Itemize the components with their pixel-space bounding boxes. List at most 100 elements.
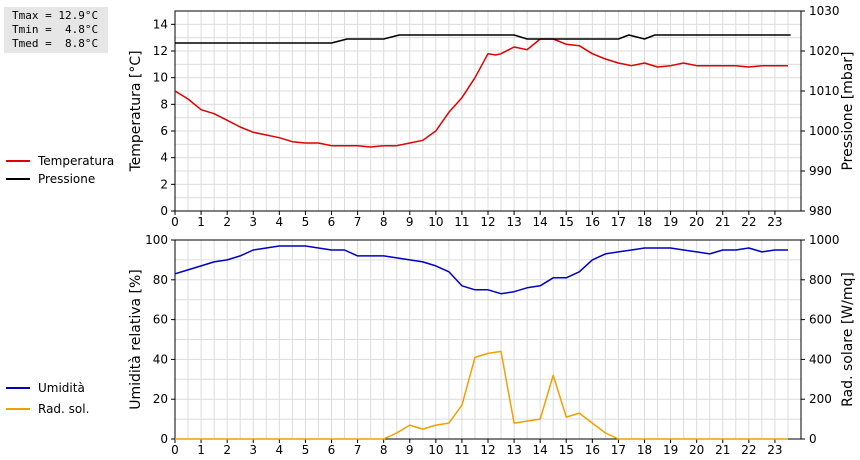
y-axis-title-right: Rad. solare [W/mq] <box>840 272 856 407</box>
y-tick-label-left: 12 <box>153 44 168 58</box>
x-tick-label: 11 <box>454 215 469 229</box>
stats-box: Tmax = 12.9°C Tmin = 4.8°C Tmed = 8.8°C <box>4 7 108 53</box>
y-tick-label-right: 1010 <box>809 84 840 98</box>
y-tick-label-right: 1000 <box>809 233 840 247</box>
x-tick-label: 5 <box>302 443 310 457</box>
y-tick-label-left: 60 <box>153 313 168 327</box>
series-line-umidit <box>174 245 788 295</box>
x-tick-label: 23 <box>767 443 782 457</box>
y-tick-label-left: 8 <box>160 97 168 111</box>
y-tick-label-left: 40 <box>153 352 168 366</box>
x-tick-label: 11 <box>454 443 469 457</box>
y-tick-label-right: 400 <box>809 352 832 366</box>
y-axis-title-left: Temperatura [°C] <box>128 50 144 172</box>
legend-item-umidita: Umidità <box>6 381 85 395</box>
x-tick-label: 3 <box>249 443 257 457</box>
y-tick-label-right: 600 <box>809 313 832 327</box>
x-tick-label: 8 <box>380 215 388 229</box>
legend-item-radsol: Rad. sol. <box>6 402 89 416</box>
y-tick-label-left: 20 <box>153 392 168 406</box>
x-tick-label: 1 <box>197 215 205 229</box>
legend-label-radsol: Rad. sol. <box>38 402 90 416</box>
y-tick-label-right: 980 <box>809 204 832 218</box>
y-tick-label-left: 2 <box>160 177 168 191</box>
x-tick-label: 16 <box>585 215 600 229</box>
x-tick-label: 2 <box>223 443 231 457</box>
x-tick-label: 2 <box>223 215 231 229</box>
y-tick-label-left: 4 <box>160 151 168 165</box>
x-tick-label: 22 <box>741 215 756 229</box>
x-tick-label: 10 <box>428 443 443 457</box>
x-tick-label: 6 <box>328 443 336 457</box>
legend-label-pressione: Pressione <box>38 172 96 186</box>
x-tick-label: 9 <box>406 215 414 229</box>
series-line-pressione <box>175 34 791 44</box>
x-tick-label: 8 <box>380 443 388 457</box>
y-axis-title-right: Pressione [mbar] <box>840 51 856 170</box>
x-tick-label: 0 <box>171 443 179 457</box>
legend-item-temperatura: Temperatura <box>6 154 114 168</box>
x-tick-label: 6 <box>328 215 336 229</box>
x-tick-label: 17 <box>611 443 626 457</box>
y-tick-label-left: 14 <box>153 17 168 31</box>
y-tick-label-right: 1000 <box>809 124 840 138</box>
x-tick-label: 20 <box>689 443 704 457</box>
x-tick-label: 9 <box>406 443 414 457</box>
series-line-rad-sol <box>175 350 788 440</box>
x-tick-label: 5 <box>302 215 310 229</box>
x-tick-label: 13 <box>506 215 521 229</box>
legend-swatch-pressione <box>6 178 30 180</box>
y-tick-label-left: 10 <box>153 71 168 85</box>
legend-swatch-temperatura <box>6 160 30 162</box>
x-tick-label: 13 <box>506 443 521 457</box>
series-line-temperatura <box>174 38 788 148</box>
x-tick-label: 19 <box>663 443 678 457</box>
x-tick-label: 18 <box>637 215 652 229</box>
x-tick-label: 20 <box>689 215 704 229</box>
x-tick-label: 0 <box>171 215 179 229</box>
y-tick-label-right: 990 <box>809 164 832 178</box>
x-tick-label: 12 <box>480 215 495 229</box>
x-tick-label: 4 <box>276 215 284 229</box>
stat-tmed: Tmed = 8.8°C <box>12 37 99 50</box>
stat-tmin: Tmin = 4.8°C <box>12 23 99 36</box>
x-tick-label: 16 <box>585 443 600 457</box>
x-tick-label: 4 <box>276 443 284 457</box>
x-tick-label: 23 <box>767 215 782 229</box>
y-tick-label-left: 0 <box>160 204 168 218</box>
legend-label-temperatura: Temperatura <box>38 154 115 168</box>
x-tick-label: 19 <box>663 215 678 229</box>
x-tick-label: 22 <box>741 443 756 457</box>
x-tick-label: 21 <box>715 215 730 229</box>
x-tick-label: 12 <box>480 443 495 457</box>
x-tick-label: 14 <box>533 215 548 229</box>
x-tick-label: 21 <box>715 443 730 457</box>
stat-tmax: Tmax = 12.9°C <box>12 9 99 22</box>
x-tick-label: 7 <box>354 215 362 229</box>
y-tick-label-left: 6 <box>160 124 168 138</box>
x-tick-label: 15 <box>559 443 574 457</box>
legend-swatch-radsol <box>6 408 30 410</box>
y-axis-title-left: Umidità relativa [%] <box>128 269 144 410</box>
y-tick-label-left: 0 <box>160 432 168 446</box>
x-tick-label: 7 <box>354 443 362 457</box>
x-tick-label: 17 <box>611 215 626 229</box>
x-tick-label: 10 <box>428 215 443 229</box>
x-tick-label: 14 <box>533 443 548 457</box>
x-tick-label: 1 <box>197 443 205 457</box>
x-tick-label: 3 <box>249 215 257 229</box>
y-tick-label-left: 80 <box>153 273 168 287</box>
x-tick-label: 18 <box>637 443 652 457</box>
legend-label-umidita: Umidità <box>38 381 85 395</box>
y-tick-label-right: 800 <box>809 273 832 287</box>
y-tick-label-right: 0 <box>809 432 817 446</box>
y-tick-label-right: 1030 <box>809 4 840 18</box>
x-tick-label: 15 <box>559 215 574 229</box>
y-tick-label-left: 100 <box>145 233 168 247</box>
legend-item-pressione: Pressione <box>6 172 95 186</box>
y-tick-label-right: 200 <box>809 392 832 406</box>
legend-swatch-umidita <box>6 387 30 389</box>
y-tick-label-right: 1020 <box>809 44 840 58</box>
